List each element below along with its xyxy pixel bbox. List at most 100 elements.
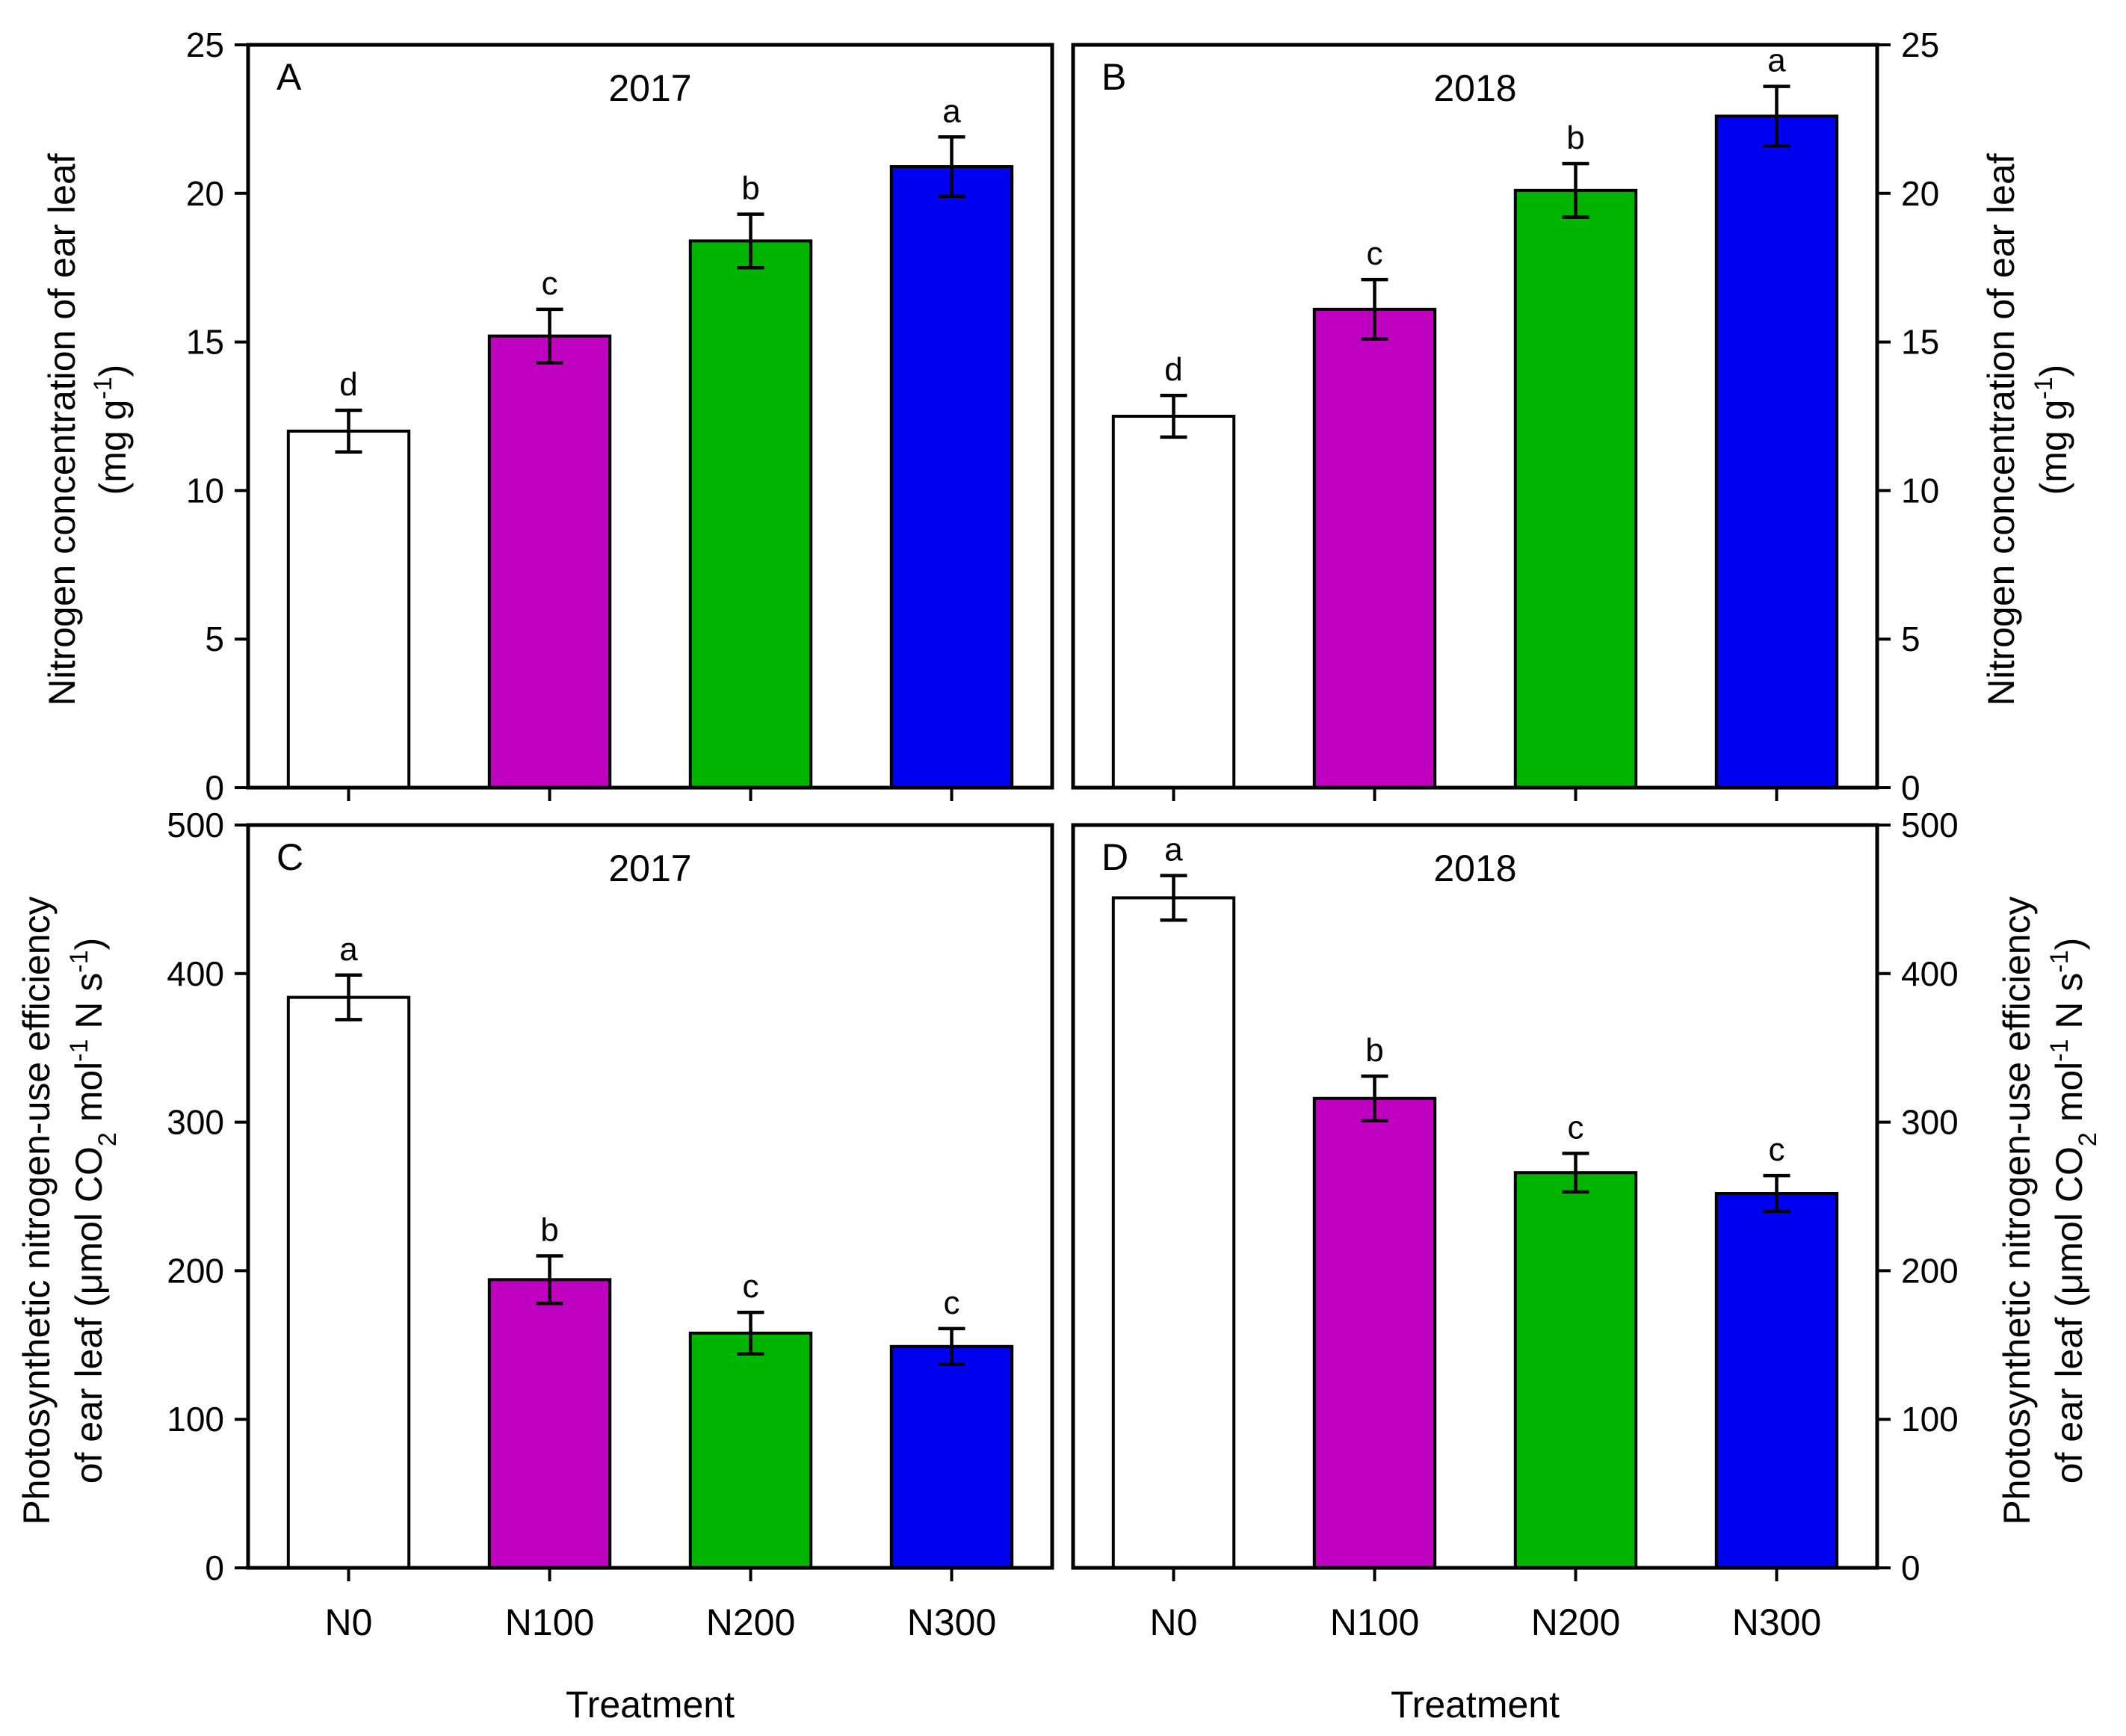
panel-C: a b c c 0 100 200 300 400 500 N0 N100 N200 N300 2017 C T… <box>167 806 1054 1726</box>
ytick-label-A-5: 25 <box>186 25 224 64</box>
errorbar-C-N300 <box>938 1326 965 1366</box>
panel-title-C: 2017 <box>608 847 691 889</box>
ylabel-top-left-l2sup: -1 <box>89 377 117 399</box>
xtick-label-C-N0: N0 <box>325 1601 373 1643</box>
ytick-label-C-0: 0 <box>205 1548 224 1587</box>
ylabel-top-right-l2b: ) <box>2033 365 2074 377</box>
bar-D-N300 <box>1714 1192 1839 1570</box>
sig-letter-D-N200: c <box>1568 1109 1584 1146</box>
sig-letter-B-N100: c <box>1367 235 1383 272</box>
panels: d c b a 0 5 10 15 20 25 2017 Ad c b a 0 5 10 15 20 25 2018 Ba b… <box>167 25 1959 1726</box>
panel-frame-D <box>1071 823 1879 1570</box>
errorbar-B-N0 <box>1160 393 1187 439</box>
sig-letter-B-N300: a <box>1767 43 1786 79</box>
errorbar-C-N200 <box>737 1310 764 1356</box>
errorbar-A-N0 <box>335 408 362 454</box>
ylabel-bottom-right-l2a: of ear leaf (μmol CO <box>2048 1146 2090 1483</box>
sig-letter-C-N100: b <box>540 1212 558 1249</box>
ylabel-bottom-right-l2post: ) <box>2048 938 2090 951</box>
ytick-label-A-4: 20 <box>186 174 224 213</box>
ytick-label-C-5: 500 <box>167 806 224 844</box>
panel-title-A: 2017 <box>608 67 691 109</box>
ylabel-bottom-left-l2n: N s <box>68 973 110 1040</box>
panel-B: d c b a 0 5 10 15 20 25 2018 B <box>1071 25 1939 807</box>
bar-B-N0 <box>1111 415 1236 789</box>
errorbar-C-N0 <box>335 973 362 1022</box>
ylabel-bottom-left-line1: Photosynthetic nitrogen-use efficiency <box>16 896 58 1525</box>
bar-A-N100 <box>487 334 612 789</box>
ylabel-bottom-left-l2sup2: -1 <box>65 950 93 972</box>
bar-A-N200 <box>688 239 813 789</box>
ylabel-bottom-right-l2n: N s <box>2048 973 2090 1040</box>
ylabel-top-right: Nitrogen concentration of ear leaf <box>1980 153 2022 705</box>
bar-D-N200 <box>1513 1171 1638 1569</box>
ytick-label-C-4: 400 <box>167 954 224 993</box>
bar-C-N300 <box>889 1344 1014 1569</box>
panel-frame-B <box>1071 43 1879 790</box>
bar-D-N0 <box>1111 896 1236 1569</box>
ytick-label-C-1: 100 <box>167 1400 224 1439</box>
panel-title-D: 2018 <box>1433 847 1516 889</box>
ytick-label-A-1: 5 <box>205 620 224 658</box>
ytick-label-B-4: 20 <box>1901 174 1939 213</box>
panel-letter-A: A <box>276 56 302 98</box>
bar-C-N200 <box>688 1331 813 1569</box>
ylabel-bottom-right-l2sup2: -1 <box>2045 950 2074 972</box>
ylabel-bottom-left-l2a: of ear leaf (μmol CO <box>68 1146 110 1483</box>
xtick-label-D-N100: N100 <box>1330 1601 1420 1643</box>
ylabel-bottom-right-l2mid: mol <box>2048 1062 2090 1132</box>
ylabel-bottom-left-l2sup1: -1 <box>65 1040 93 1062</box>
xtick-label-C-N200: N200 <box>706 1601 796 1643</box>
ytick-label-D-5: 500 <box>1901 806 1959 844</box>
ytick-label-D-4: 400 <box>1901 954 1959 993</box>
ytick-label-A-3: 15 <box>186 323 224 362</box>
errorbar-A-N200 <box>737 212 764 270</box>
ylabel-top-left-l2a: (mg g <box>92 400 134 495</box>
ytick-label-D-3: 300 <box>1901 1103 1959 1142</box>
xtick-label-D-N0: N0 <box>1150 1601 1198 1643</box>
panel-D: a b c c 0 100 200 300 400 500 N0 N100 N200 N300 2018 D T… <box>1071 806 1959 1726</box>
ylabel-bottom-right-line1: Photosynthetic nitrogen-use efficiency <box>1996 896 2038 1525</box>
ytick-label-A-2: 10 <box>186 471 224 510</box>
bar-B-N300 <box>1714 114 1839 789</box>
errorbar-D-N0 <box>1160 874 1187 922</box>
ytick-label-C-2: 200 <box>167 1251 224 1290</box>
ytick-label-B-2: 10 <box>1901 471 1939 510</box>
sig-letter-C-N0: a <box>339 931 358 968</box>
panel-A: d c b a 0 5 10 15 20 25 2017 A <box>186 25 1054 807</box>
ylabel-top-right-l2sup: -1 <box>2030 377 2058 399</box>
sig-letter-C-N300: c <box>944 1285 960 1321</box>
ylabel-bottom-right-l2sub: 2 <box>2074 1132 2102 1146</box>
errorbar-A-N100 <box>536 307 563 365</box>
ytick-label-C-3: 300 <box>167 1103 224 1142</box>
bar-C-N0 <box>286 995 411 1570</box>
panel-frame-C <box>246 823 1054 1570</box>
sig-letter-A-N300: a <box>942 93 961 129</box>
ylabel-bottom-left-l2mid: mol <box>68 1062 110 1132</box>
panel-title-B: 2018 <box>1433 67 1516 109</box>
ylabel-top-left-l2b: ) <box>92 365 134 377</box>
ytick-label-B-0: 0 <box>1901 768 1920 807</box>
sig-letter-A-N0: d <box>339 366 357 403</box>
panel-frame-A <box>246 43 1054 790</box>
bar-A-N300 <box>889 165 1014 790</box>
sig-letter-C-N200: c <box>743 1268 759 1305</box>
ylabel-top-left: Nitrogen concentration of ear leaf <box>41 153 83 705</box>
panel-letter-D: D <box>1101 836 1128 878</box>
errorbar-C-N100 <box>536 1254 563 1306</box>
ytick-label-B-5: 25 <box>1901 25 1939 64</box>
panel-letter-C: C <box>276 836 303 878</box>
ytick-label-B-3: 15 <box>1901 323 1939 362</box>
bar-C-N100 <box>487 1278 612 1569</box>
errorbar-D-N100 <box>1361 1074 1388 1122</box>
errorbar-D-N300 <box>1763 1173 1790 1214</box>
ytick-label-D-2: 200 <box>1901 1251 1959 1290</box>
panel-letter-B: B <box>1101 56 1126 98</box>
xlabel-D: Treatment <box>1391 1684 1560 1726</box>
bar-A-N0 <box>286 429 411 789</box>
ylabel-bottom-right-2: of ear leaf (μmol CO2 mol-1 N s-1) <box>2045 938 2102 1484</box>
errorbar-D-N200 <box>1562 1152 1589 1194</box>
ylabel-bottom-left-l2sub: 2 <box>93 1132 122 1146</box>
xtick-label-C-N300: N300 <box>907 1601 997 1643</box>
